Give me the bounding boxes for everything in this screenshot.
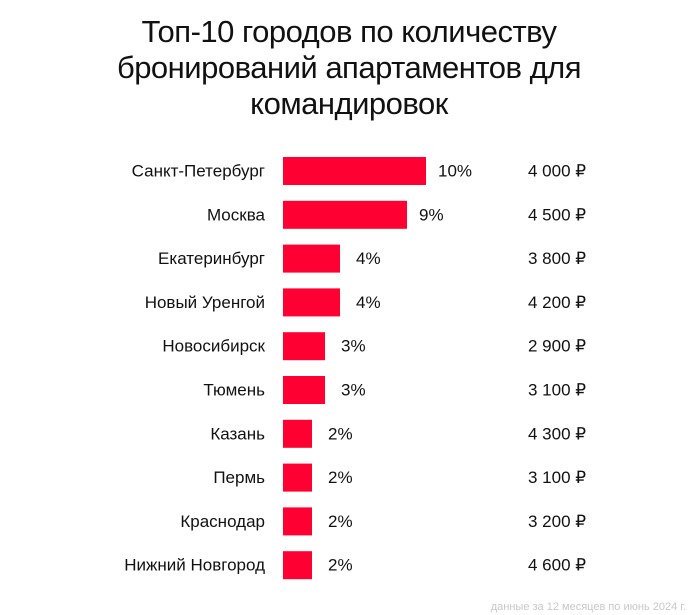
category-label: Екатеринбург [158,249,265,268]
chart-title: Топ-10 городов по количеству бронировани… [0,14,698,122]
bar [283,200,407,229]
value-label: 10% [438,162,472,181]
price-label: 3 100 ₽ [528,381,586,400]
category-label: Новосибирск [162,337,265,356]
category-label: Краснодар [180,512,265,531]
value-label: 4% [356,249,381,268]
bar [283,463,312,492]
category-label: Казань [210,424,265,443]
price-label: 4 500 ₽ [528,205,586,224]
category-label: Новый Уренгой [145,293,265,312]
price-label: 3 200 ₽ [528,512,586,531]
value-label: 4% [356,293,381,312]
title-line-2: бронирований апартаментов для [116,50,582,85]
title-line-1: Топ-10 городов по количеству [141,14,557,49]
bar [283,332,325,361]
value-label: 3% [341,337,366,356]
price-label: 4 000 ₽ [528,162,586,181]
bar [283,376,325,404]
value-label: 9% [419,205,444,224]
bar [283,244,340,273]
title-line-3: командировок [250,86,448,121]
category-label: Пермь [213,468,265,487]
value-label: 2% [328,512,353,531]
price-label: 4 300 ₽ [528,424,586,443]
category-label: Санкт-Петербург [132,162,265,181]
value-label: 2% [328,468,353,487]
category-label: Москва [207,205,266,224]
bar [283,288,340,317]
bar [283,507,312,536]
price-label: 4 600 ₽ [528,556,586,575]
category-label: Нижний Новгород [124,556,265,575]
category-label: Тюмень [203,381,265,400]
value-label: 3% [341,381,366,400]
price-label: 4 200 ₽ [528,293,586,312]
bar [283,419,312,448]
value-label: 2% [328,424,353,443]
footnote: данные за 12 месяцев по июнь 2024 г. [490,601,686,613]
price-label: 2 900 ₽ [528,337,586,356]
bar [283,551,312,580]
price-label: 3 100 ₽ [528,468,586,487]
value-label: 2% [328,556,353,575]
price-label: 3 800 ₽ [528,249,586,268]
bar [283,157,426,185]
